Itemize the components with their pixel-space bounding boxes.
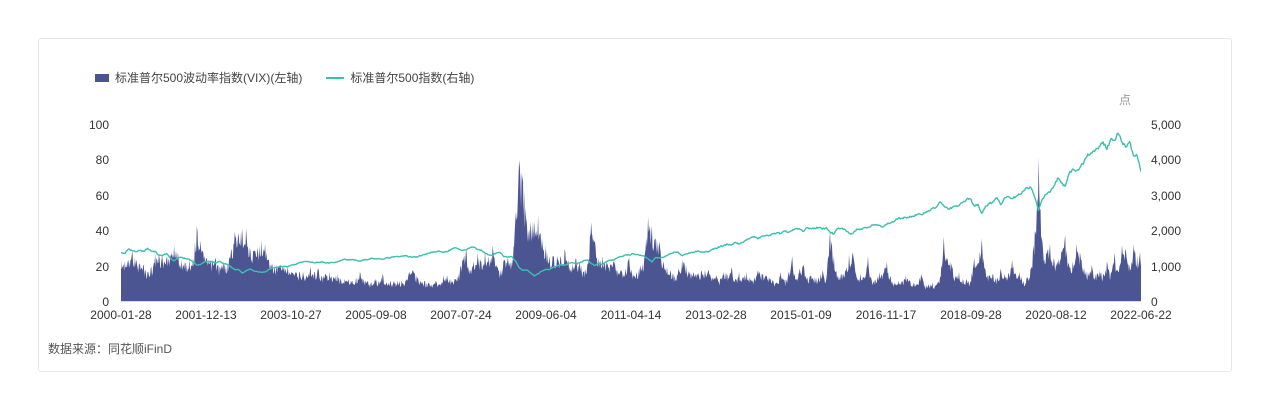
y-axis-left-label: 80	[95, 153, 109, 168]
y-axis-left-label: 60	[95, 188, 109, 203]
x-axis-label: 2016-11-17	[855, 308, 917, 322]
x-axis-label: 2018-09-28	[940, 308, 1002, 322]
y-axis-right-label: 5,000	[1151, 118, 1182, 132]
x-axis-label: 2000-01-28	[90, 308, 152, 322]
sp500-line-series	[121, 132, 1141, 277]
plot-area	[121, 132, 1141, 302]
y-axis-left-label: 100	[88, 118, 109, 132]
x-axis-label: 2011-04-14	[600, 308, 662, 322]
x-axis-label: 2013-02-28	[685, 308, 747, 322]
x-axis-label: 2020-08-12	[1025, 308, 1087, 322]
x-axis-label: 2003-10-27	[260, 308, 322, 322]
data-source: 数据来源：同花顺iFinD	[48, 342, 173, 356]
y-axis-right-label: 4,000	[1151, 153, 1182, 168]
y-axis-right-label: 3,000	[1151, 188, 1182, 203]
vix-legend-swatch-icon	[95, 73, 109, 82]
y-axis-left-label: 40	[95, 224, 109, 239]
sp500-legend-label: 标准普尔500指数(右轴)	[350, 71, 475, 85]
y-axis-right-label: 1,000	[1151, 259, 1182, 274]
sp500-legend-swatch-icon	[326, 76, 345, 79]
legend: 标准普尔500波动率指数(VIX)(左轴) 标准普尔500指数(右轴)	[95, 69, 474, 86]
legend-item-sp500[interactable]: 标准普尔500指数(右轴)	[326, 69, 474, 86]
legend-item-vix[interactable]: 标准普尔500波动率指数(VIX)(左轴)	[95, 69, 302, 86]
x-axis-label: 2015-01-09	[770, 308, 832, 322]
x-axis-label: 2022-06-22	[1110, 308, 1172, 322]
y-axis-right-label: 0	[1151, 295, 1158, 309]
vix-area-series	[121, 156, 1141, 302]
x-axis-label: 2009-06-04	[515, 308, 577, 322]
y-axis-left-label: 0	[102, 295, 109, 309]
vix-legend-label: 标准普尔500波动率指数(VIX)(左轴)	[115, 71, 303, 85]
right-axis-unit-label: 点	[1119, 93, 1132, 107]
x-axis-label: 2001-12-13	[175, 308, 237, 322]
x-axis-label: 2005-09-08	[345, 308, 407, 322]
y-axis-right-label: 2,000	[1151, 224, 1182, 239]
x-axis-label: 2007-07-24	[430, 308, 492, 322]
y-axis-left-label: 20	[95, 259, 109, 274]
